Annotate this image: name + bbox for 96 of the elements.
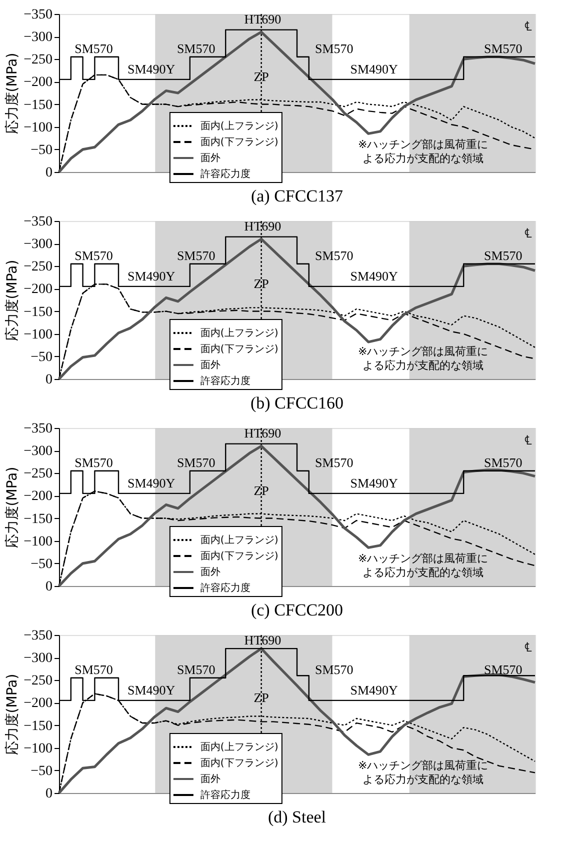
annotation: SM570 bbox=[176, 40, 216, 56]
legend-label: 許容応力度 bbox=[200, 168, 250, 180]
y-tick-label: 0 bbox=[46, 786, 52, 802]
text: (b) CFCC160 bbox=[250, 393, 344, 412]
legend-label: 面内(上フランジ) bbox=[200, 120, 278, 132]
annotation: ※ハッチング部は風荷重による応力が支配的な領域 bbox=[358, 345, 488, 372]
y-tick-label: −350 bbox=[24, 214, 52, 230]
annotation: SM570 bbox=[314, 248, 354, 263]
y-tick-label: −250 bbox=[24, 466, 52, 482]
annotation: HT690 bbox=[244, 632, 282, 648]
annotation: SM570 bbox=[74, 454, 113, 470]
y-tick-label: −300 bbox=[24, 30, 52, 46]
annotation: ℄ bbox=[524, 640, 532, 655]
annotation: SM570 bbox=[484, 662, 522, 677]
annotation: SM490Y bbox=[128, 61, 176, 76]
annotation: ZP bbox=[254, 483, 269, 498]
y-tick-label: −250 bbox=[24, 260, 52, 275]
y-axis-title: 応力度(MPa) bbox=[4, 466, 21, 548]
legend-label: 面外 bbox=[200, 774, 220, 785]
legend-label: 面内(上フランジ) bbox=[200, 326, 278, 339]
y-tick-label: −100 bbox=[24, 120, 52, 136]
annotation: ※ハッチング部は風荷重による応力が支配的な領域 bbox=[358, 138, 488, 166]
y-tick-label: −100 bbox=[24, 741, 52, 756]
y-tick-label: −100 bbox=[24, 327, 52, 342]
annotation: HT690 bbox=[244, 218, 282, 234]
y-tick-label: −350 bbox=[24, 8, 52, 22]
annotation: HT690 bbox=[244, 12, 282, 27]
annotation: SM570 bbox=[74, 248, 113, 263]
legend-label: 面内(下フランジ) bbox=[200, 756, 278, 769]
y-tick-label: −150 bbox=[24, 512, 52, 527]
y-tick-label: 0 bbox=[46, 166, 52, 180]
annotation: SM570 bbox=[314, 662, 354, 677]
annotation: SM490Y bbox=[350, 61, 399, 76]
legend-label: 許容応力度 bbox=[200, 582, 250, 594]
y-axis-title: 応力度(MPa) bbox=[4, 674, 21, 756]
y-tick-label: −50 bbox=[30, 764, 52, 779]
legend-label: 面内(下フランジ) bbox=[200, 136, 278, 148]
legend-label: 面内(下フランジ) bbox=[200, 550, 278, 562]
y-axis-title: 応力度(MPa) bbox=[4, 260, 21, 342]
annotation: ZP bbox=[254, 690, 269, 706]
annotation: SM490Y bbox=[128, 475, 176, 490]
annotation: SM570 bbox=[484, 454, 522, 470]
text: (a) CFCC137 bbox=[250, 186, 344, 206]
y-tick-label: 0 bbox=[46, 372, 52, 388]
annotation: SM570 bbox=[314, 40, 354, 56]
annotation: SM570 bbox=[74, 662, 113, 677]
annotation: SM490Y bbox=[128, 268, 176, 284]
annotation: SM570 bbox=[176, 248, 216, 263]
annotation: SM570 bbox=[74, 40, 113, 56]
y-tick-label: −200 bbox=[24, 489, 52, 504]
y-tick-label: −350 bbox=[24, 422, 52, 436]
legend-label: 面内(下フランジ) bbox=[200, 342, 278, 355]
annotation: SM570 bbox=[176, 662, 216, 677]
annotation: SM570 bbox=[484, 248, 522, 263]
annotation: ℄ bbox=[524, 226, 532, 241]
y-tick-label: −100 bbox=[24, 534, 52, 550]
annotation: SM490Y bbox=[128, 682, 176, 698]
y-tick-label: −150 bbox=[24, 718, 52, 734]
annotation: SM570 bbox=[314, 454, 354, 470]
annotation: SM490Y bbox=[350, 682, 399, 698]
annotation: SM570 bbox=[176, 454, 216, 470]
y-tick-label: −150 bbox=[24, 304, 52, 320]
annotation: SM570 bbox=[484, 40, 522, 56]
y-axis-title: 応力度(MPa) bbox=[4, 52, 21, 134]
y-tick-label: −200 bbox=[24, 696, 52, 712]
y-tick-label: −300 bbox=[24, 444, 52, 460]
y-tick-label: −300 bbox=[24, 651, 52, 666]
y-tick-label: −300 bbox=[24, 237, 52, 252]
y-tick-label: 0 bbox=[46, 580, 52, 594]
y-tick-label: −250 bbox=[24, 52, 52, 68]
y-tick-label: −50 bbox=[30, 142, 52, 158]
legend-label: 許容応力度 bbox=[200, 788, 250, 801]
y-tick-label: −200 bbox=[24, 75, 52, 90]
y-tick-label: −50 bbox=[30, 350, 52, 365]
annotation: ※ハッチング部は風荷重による応力が支配的な領域 bbox=[358, 552, 488, 580]
legend-label: 面外 bbox=[200, 152, 220, 164]
text: (d) Steel bbox=[268, 807, 326, 826]
y-tick-label: −150 bbox=[24, 98, 52, 113]
y-tick-label: −50 bbox=[30, 556, 52, 572]
legend-label: 面内(上フランジ) bbox=[200, 740, 278, 753]
legend-label: 面内(上フランジ) bbox=[200, 534, 278, 546]
annotation: SM490Y bbox=[350, 475, 399, 490]
legend-label: 面外 bbox=[200, 566, 220, 578]
annotation: ℄ bbox=[524, 18, 532, 34]
y-tick-label: −350 bbox=[24, 628, 52, 644]
annotation: ZP bbox=[254, 276, 269, 292]
y-tick-label: −250 bbox=[24, 674, 52, 689]
legend-label: 許容応力度 bbox=[200, 374, 250, 387]
annotation: ZP bbox=[254, 69, 269, 84]
text: (c) CFCC200 bbox=[250, 600, 344, 620]
annotation: ℄ bbox=[524, 432, 532, 448]
annotation: SM490Y bbox=[350, 268, 399, 284]
legend-label: 面外 bbox=[200, 360, 220, 371]
y-tick-label: −200 bbox=[24, 282, 52, 298]
annotation: ※ハッチング部は風荷重による応力が支配的な領域 bbox=[358, 759, 488, 786]
annotation: HT690 bbox=[244, 426, 282, 441]
